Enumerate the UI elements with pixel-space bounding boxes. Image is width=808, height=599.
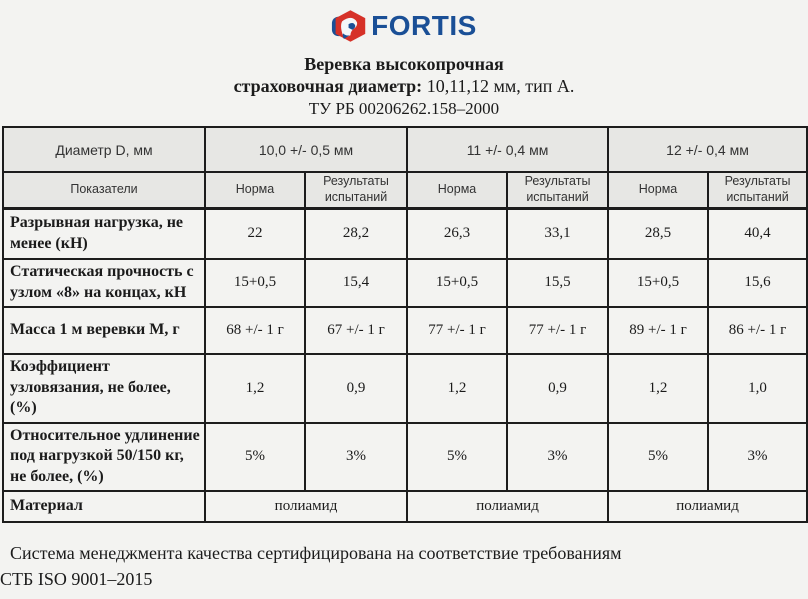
table-row-mass: Масса 1 м веревки М, г 68 +/- 1 г 67 +/-… [2,305,808,355]
value-cell: 0,9 [506,352,610,424]
material-value-cell: полиамид [203,489,409,523]
result-header-cell: Результаты испытаний [707,171,808,210]
value-cell: 67 +/- 1 г [303,305,409,355]
value-cell: 26,3 [406,207,509,260]
diameter-header-row: Диаметр D, мм 10,0 +/- 0,5 мм 11 +/- 0,4… [2,126,808,173]
diameter-12-cell: 12 +/- 0,4 мм [607,126,808,173]
value-cell: 33,1 [506,207,610,260]
norm-header-cell: Норма [406,171,509,210]
indicators-label-cell: Показатели [2,171,206,210]
value-cell: 15,6 [707,258,808,308]
certification-note: Система менеджмента качества сертифициро… [0,540,808,592]
value-cell: 5% [406,421,509,492]
value-cell: 3% [506,421,610,492]
value-cell: 86 +/- 1 г [707,305,808,355]
product-title-line1: Веревка высокопрочная [304,54,504,74]
value-cell: 22 [204,207,306,260]
table-row-knot-coefficient: Коэффициент узловязания, не более, (%) 1… [2,352,808,424]
value-cell: 28,2 [303,207,409,260]
fortis-logo: FORTIS [0,7,808,45]
subheader-row: Показатели Норма Результаты испытаний Но… [2,171,808,210]
value-cell: 0,9 [303,352,409,424]
material-value-cell: полиамид [607,489,808,523]
row-label: Материал [2,489,206,523]
product-title-line2-rest: 10,11,12 мм, тип А. [422,76,575,96]
row-label: Разрывная нагрузка, не менее (кН) [2,207,206,260]
value-cell: 77 +/- 1 г [506,305,610,355]
value-cell: 15,5 [506,258,610,308]
material-value-cell: полиамид [406,489,610,523]
result-header-cell: Результаты испытаний [303,171,409,210]
value-cell: 15+0,5 [607,258,710,308]
value-cell: 15,4 [303,258,409,308]
value-cell: 28,5 [607,207,710,260]
table-row-elongation: Относительное удлинение под нагрузкой 50… [2,421,808,492]
diameter-label-cell: Диаметр D, мм [2,126,206,173]
product-title-line2: страховочная диаметр: 10,11,12 мм, тип А… [0,75,808,98]
norm-header-cell: Норма [607,171,710,210]
value-cell: 3% [707,421,808,492]
diameter-11-cell: 11 +/- 0,4 мм [406,126,610,173]
table-row-material: Материал полиамид полиамид полиамид [2,489,808,523]
table-row-static-strength: Статическая прочность с узлом «8» на кон… [2,258,808,308]
value-cell: 15+0,5 [406,258,509,308]
value-cell: 3% [303,421,409,492]
value-cell: 89 +/- 1 г [607,305,710,355]
value-cell: 5% [607,421,710,492]
standard-number: ТУ РБ 00206262.158–2000 [308,99,500,118]
table-row-breaking-load: Разрывная нагрузка, не менее (кН) 22 28,… [2,207,808,260]
value-cell: 1,0 [707,352,808,424]
value-cell: 1,2 [607,352,710,424]
fortis-hexagon-icon [332,10,366,42]
result-header-cell: Результаты испытаний [506,171,610,210]
row-label: Масса 1 м веревки М, г [2,305,206,355]
value-cell: 40,4 [707,207,808,260]
document-header: FORTIS Веревка высокопрочная страховочна… [0,0,808,119]
spec-table: Диаметр D, мм 10,0 +/- 0,5 мм 11 +/- 0,4… [2,126,808,523]
value-cell: 77 +/- 1 г [406,305,509,355]
row-label: Статическая прочность с узлом «8» на кон… [2,258,206,308]
value-cell: 5% [204,421,306,492]
value-cell: 1,2 [406,352,509,424]
norm-header-cell: Норма [204,171,306,210]
row-label: Коэффициент узловязания, не более, (%) [2,352,206,424]
row-label: Относительное удлинение под нагрузкой 50… [2,421,206,492]
diameter-10-cell: 10,0 +/- 0,5 мм [203,126,409,173]
certification-note-line2: СТБ ISO 9001–2015 [0,569,153,590]
certification-note-line1: Система менеджмента качества сертифициро… [10,542,622,563]
value-cell: 1,2 [204,352,306,424]
value-cell: 68 +/- 1 г [204,305,306,355]
value-cell: 15+0,5 [204,258,306,308]
product-title-line2-bold: страховочная диаметр: [233,76,423,96]
brand-name: FORTIS [371,10,477,41]
